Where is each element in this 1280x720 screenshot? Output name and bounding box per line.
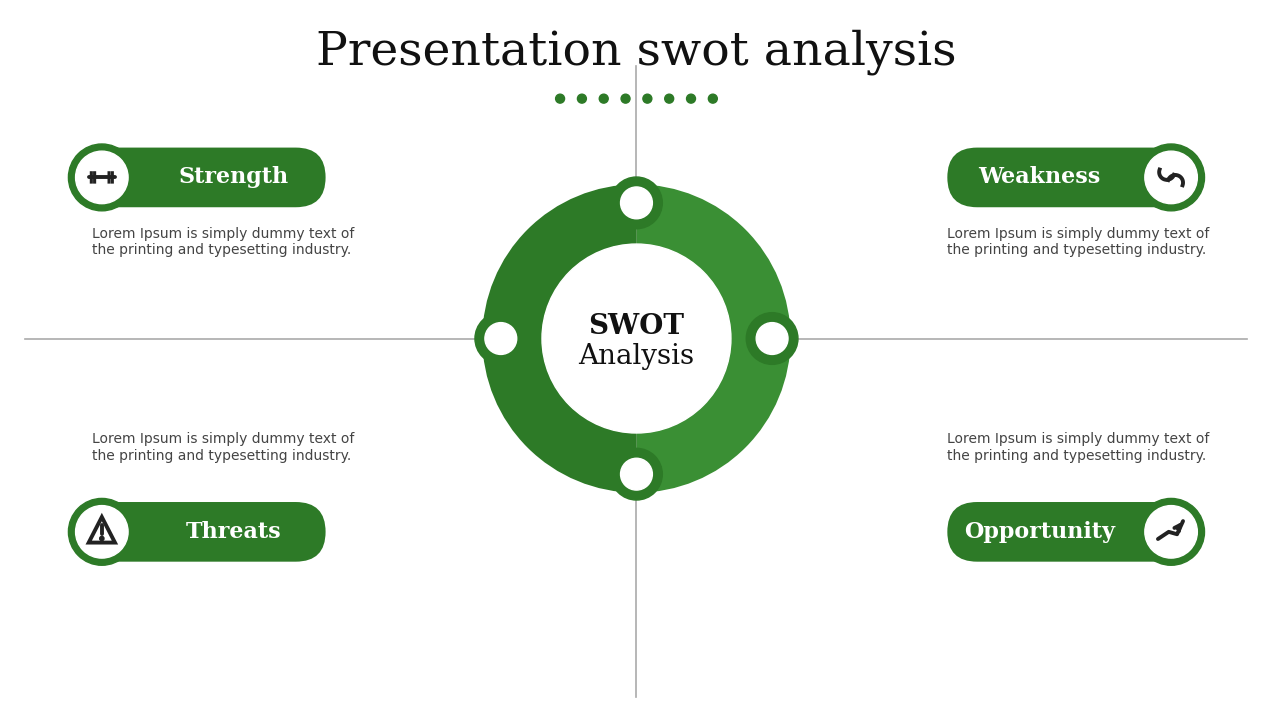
FancyBboxPatch shape	[72, 502, 325, 562]
Circle shape	[76, 151, 128, 204]
Text: Analysis: Analysis	[579, 343, 695, 370]
Text: Lorem Ipsum is simply dummy text of
the printing and typesetting industry.: Lorem Ipsum is simply dummy text of the …	[947, 433, 1210, 462]
Text: Lorem Ipsum is simply dummy text of
the printing and typesetting industry.: Lorem Ipsum is simply dummy text of the …	[92, 227, 355, 257]
Circle shape	[643, 94, 652, 103]
FancyBboxPatch shape	[90, 171, 93, 184]
FancyBboxPatch shape	[947, 148, 1201, 207]
Circle shape	[746, 312, 797, 364]
Circle shape	[611, 449, 662, 500]
Circle shape	[611, 177, 662, 229]
Circle shape	[100, 536, 104, 541]
FancyBboxPatch shape	[111, 171, 114, 184]
Circle shape	[68, 144, 136, 211]
FancyBboxPatch shape	[108, 171, 110, 184]
Circle shape	[76, 505, 128, 558]
Circle shape	[577, 94, 586, 103]
Circle shape	[1144, 151, 1197, 204]
Text: Lorem Ipsum is simply dummy text of
the printing and typesetting industry.: Lorem Ipsum is simply dummy text of the …	[947, 227, 1210, 257]
Text: Strength: Strength	[179, 166, 289, 189]
Circle shape	[599, 94, 608, 103]
Circle shape	[1144, 505, 1197, 558]
Wedge shape	[636, 184, 791, 492]
Circle shape	[541, 244, 731, 433]
Circle shape	[68, 498, 136, 565]
Circle shape	[621, 94, 630, 103]
Circle shape	[621, 187, 653, 219]
Circle shape	[686, 94, 695, 103]
Circle shape	[756, 323, 788, 354]
Text: Presentation swot analysis: Presentation swot analysis	[316, 30, 956, 75]
Circle shape	[1138, 498, 1204, 565]
Circle shape	[475, 312, 526, 364]
Text: Opportunity: Opportunity	[964, 521, 1115, 543]
Circle shape	[664, 94, 673, 103]
Circle shape	[1138, 144, 1204, 211]
Text: Weakness: Weakness	[978, 166, 1101, 189]
Text: SWOT: SWOT	[589, 313, 685, 340]
Wedge shape	[483, 184, 636, 492]
FancyBboxPatch shape	[72, 148, 325, 207]
Circle shape	[556, 94, 564, 103]
Text: Threats: Threats	[186, 521, 282, 543]
Circle shape	[485, 323, 517, 354]
Text: Lorem Ipsum is simply dummy text of
the printing and typesetting industry.: Lorem Ipsum is simply dummy text of the …	[92, 433, 355, 462]
FancyBboxPatch shape	[93, 171, 96, 184]
FancyBboxPatch shape	[947, 502, 1201, 562]
Circle shape	[621, 458, 653, 490]
Circle shape	[708, 94, 717, 103]
